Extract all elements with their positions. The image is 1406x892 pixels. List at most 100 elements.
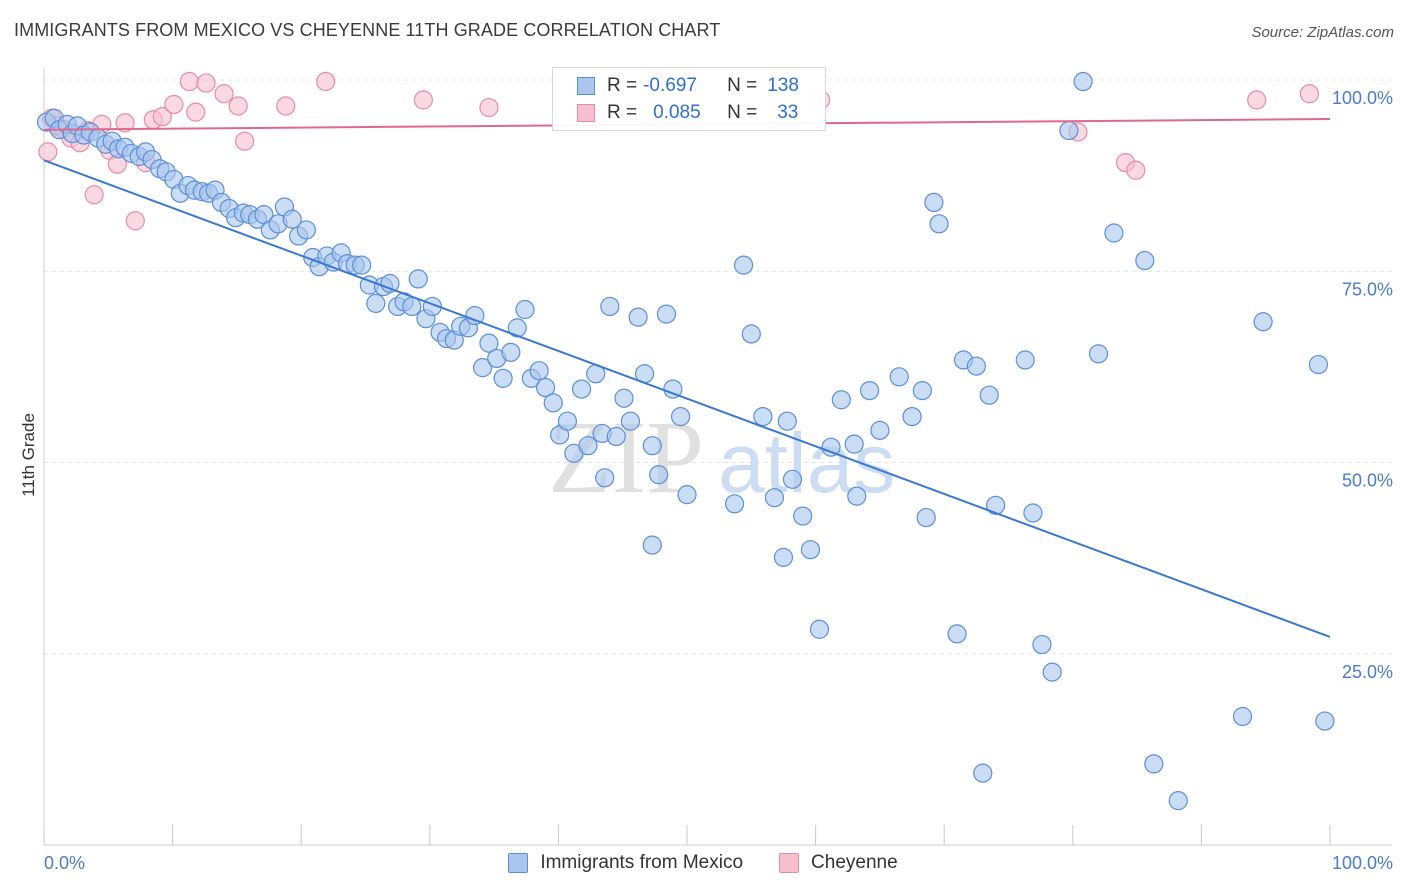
mexico-point: [912, 380, 932, 401]
y-tick-label: 75.0%: [1342, 279, 1393, 299]
legend-label-mexico: Immigrants from Mexico: [540, 852, 744, 873]
mexico-point: [733, 255, 754, 275]
mexico-point: [578, 436, 598, 456]
mexico-point: [973, 763, 993, 783]
mexico-point: [800, 540, 821, 560]
x-tick-labels: 0.0% 100.0%: [44, 853, 1393, 873]
mexico-point: [408, 269, 428, 289]
mexico-point: [656, 304, 677, 324]
r-value-mexico: -0.697: [643, 75, 697, 96]
mexico-point: [479, 333, 499, 353]
y-tick-label: 50.0%: [1342, 471, 1393, 491]
cheyenne-point: [214, 84, 234, 104]
legend-item-cheyenne[interactable]: Cheyenne: [779, 852, 898, 874]
mexico-point: [296, 220, 316, 240]
mexico-legend-swatch: [508, 853, 529, 873]
n-value-mexico: 138: [767, 75, 799, 96]
y-tick-label: 100.0%: [1332, 88, 1393, 108]
mexico-point: [764, 488, 785, 508]
x-tick-label: 100.0%: [1332, 853, 1393, 873]
mexico-point: [620, 411, 641, 431]
mexico-point: [507, 318, 527, 338]
mexico-point: [571, 379, 592, 399]
mexico-point: [1315, 711, 1335, 731]
mexico-point: [831, 390, 851, 410]
mexico-point: [1015, 350, 1035, 370]
grid-lines: [44, 79, 1392, 655]
n-label: N =: [727, 102, 758, 123]
mexico-point: [600, 296, 620, 317]
mexico-point: [889, 367, 909, 387]
cheyenne-point: [152, 107, 172, 127]
trend-lines: [43, 118, 1331, 638]
mexico-point: [543, 393, 563, 413]
mexico-point: [1135, 250, 1155, 271]
mexico-point: [614, 388, 634, 408]
mexico-point: [753, 407, 773, 427]
cheyenne-point: [38, 142, 58, 162]
y-tick-label: 25.0%: [1342, 662, 1393, 682]
mexico-point: [402, 296, 422, 317]
n-label: N =: [727, 75, 758, 96]
mexico-point: [628, 307, 648, 327]
source-credit: Source: ZipAtlas.com: [1251, 24, 1394, 41]
r-label: R =: [607, 102, 638, 123]
cheyenne-point: [316, 71, 336, 92]
cheyenne-point: [115, 113, 135, 133]
mexico-point: [793, 506, 813, 526]
mexico-point: [642, 436, 662, 456]
series-legend: Immigrants from Mexico Cheyenne: [0, 852, 1406, 874]
mexico-point: [1308, 354, 1329, 375]
mexico-point: [979, 385, 999, 405]
mexico-point: [782, 469, 803, 489]
mexico-point: [1104, 223, 1124, 243]
cheyenne-point: [125, 211, 145, 231]
cheyenne-point: [228, 96, 248, 116]
cheyenne-point: [196, 73, 216, 93]
y-axis-label: 11th Grade: [19, 413, 38, 497]
cheyenne-swatch: [577, 104, 595, 122]
cheyenne-legend-swatch: [779, 853, 800, 873]
mexico-point: [1032, 634, 1052, 655]
legend-item-mexico[interactable]: Immigrants from Mexico: [508, 852, 743, 874]
mexico-point: [860, 380, 880, 401]
mexico-point: [677, 485, 697, 505]
cheyenne-point: [1299, 84, 1320, 104]
mexico-point: [929, 214, 949, 234]
mexico-point: [557, 411, 578, 431]
mexico-point: [595, 468, 615, 488]
mexico-point: [844, 434, 864, 454]
mexico-point: [529, 361, 549, 381]
cheyenne-point: [1247, 90, 1267, 110]
mexico-point: [501, 342, 521, 362]
cheyenne-point: [164, 94, 184, 115]
mexico-point: [773, 547, 794, 567]
mexico-point: [916, 507, 936, 528]
mexico-point: [741, 324, 761, 344]
cheyenne-point: [84, 185, 104, 205]
mexico-point: [821, 437, 841, 457]
mexico-point: [1144, 754, 1164, 774]
legend-label-cheyenne: Cheyenne: [811, 852, 898, 873]
cheyenne-point: [276, 96, 296, 116]
mexico-point: [352, 255, 372, 275]
mexico-point: [535, 377, 556, 398]
mexico-point: [777, 411, 797, 431]
mexico-point: [472, 358, 493, 378]
mexico-trend-line: [43, 159, 1331, 638]
cheyenne-point: [179, 71, 199, 92]
axes: [43, 68, 1392, 846]
mexico-point: [1232, 706, 1253, 727]
mexico-point: [642, 535, 662, 555]
mexico-point: [1059, 120, 1079, 141]
r-label: R =: [607, 75, 638, 96]
y-tick-labels: 100.0% 75.0% 50.0% 25.0%: [1332, 88, 1393, 682]
mexico-point: [515, 299, 535, 320]
mexico-point: [1253, 312, 1273, 332]
stats-row-cheyenne: R = 0.085 N = 33: [577, 100, 798, 126]
mexico-point: [606, 426, 626, 447]
mexico-point: [493, 368, 513, 388]
cheyenne-point: [1126, 160, 1146, 180]
mexico-point: [902, 407, 922, 427]
